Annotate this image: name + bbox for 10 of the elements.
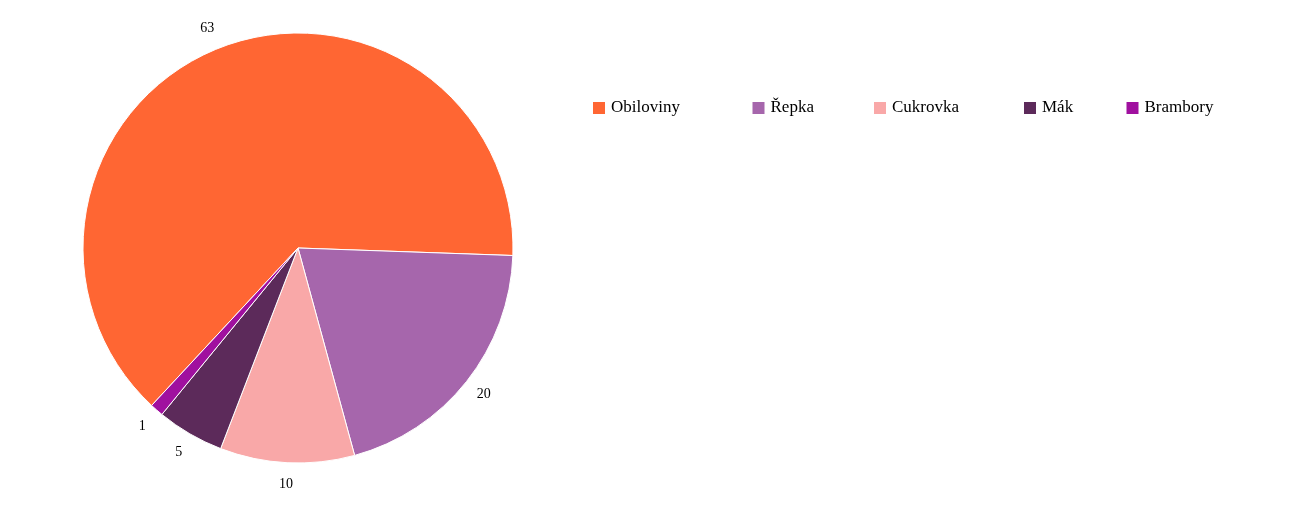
data-label: 20 [476, 386, 491, 402]
legend-label: Cukrovka [892, 96, 960, 116]
legend-label: Brambory [1144, 96, 1214, 116]
data-label: 5 [175, 444, 183, 460]
data-label: 10 [278, 475, 293, 491]
data-label: 1 [138, 417, 146, 433]
legend-label: Mák [1042, 96, 1074, 116]
legend-label: Obiloviny [611, 96, 681, 116]
legend-label: Řepka [770, 96, 815, 116]
data-label: 63 [200, 20, 215, 36]
